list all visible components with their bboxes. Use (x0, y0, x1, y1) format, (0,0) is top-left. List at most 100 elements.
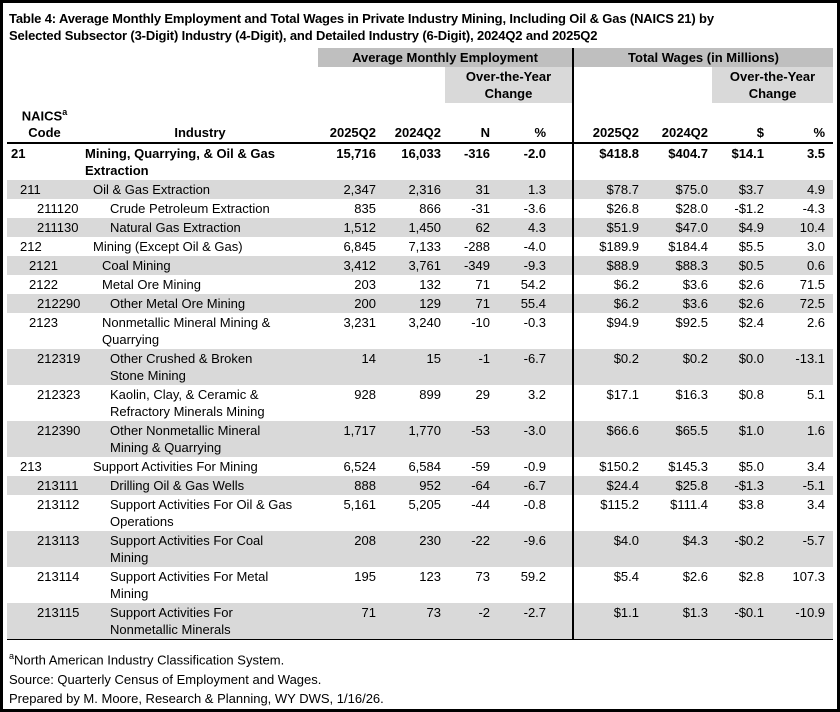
cell-wage-pct: 72.5 (768, 294, 834, 314)
cell-wage-2024q2: $3.6 (643, 294, 713, 314)
cell-wage-2024q2: $1.3 (643, 603, 713, 640)
cell-wage-pct: -5.7 (768, 531, 834, 568)
cell-wage-dollar: $0.5 (712, 256, 769, 276)
cell-wage-2024q2: $25.8 (643, 476, 713, 496)
cell-emp-n: -316 (463, 146, 490, 162)
cell-wage-pct: 0.6 (768, 256, 834, 276)
cell-wage-dollar: $2.6 (712, 294, 769, 314)
cell-emp-pct: -4.0 (523, 239, 547, 255)
table-row: 213 Support Activities For Mining 6,524 … (7, 457, 833, 477)
cell-wage-2024q2: $65.5 (643, 421, 713, 458)
cell-naics-code: 2122 (29, 277, 58, 293)
cell-wage-2025q2: $5.4 (572, 567, 644, 604)
cell-emp-2024q2: 952 (380, 476, 445, 496)
group-header-spacer (7, 48, 318, 67)
cell-emp-2025q2: 200 (318, 294, 380, 314)
cell-wage-2025q2: $26.8 (572, 199, 644, 219)
cell-emp-2024q2: 132 (419, 277, 441, 293)
cell-wage-pct: 3.0 (806, 239, 826, 255)
cell-wage-2025q2: $150.2 (572, 457, 644, 477)
cell-wage-pct: -10.9 (768, 603, 834, 640)
cell-wage-pct: 5.1 (806, 387, 826, 403)
column-header-wage-dollar: $ (712, 103, 769, 145)
cell-wage-pct: 3.5 (806, 146, 826, 162)
cell-naics-code: 211 (7, 180, 82, 200)
cell-emp-2025q2: 208 (318, 531, 380, 568)
cell-wage-2024q2: $28.0 (675, 201, 709, 217)
cell-industry: Kaolin, Clay, & Ceramic & Refractory Min… (110, 387, 265, 420)
cell-naics-code: 213 (20, 459, 42, 475)
cell-emp-pct: -2.7 (496, 603, 574, 640)
footnote-prepared: Prepared by M. Moore, Research & Plannin… (9, 690, 384, 706)
table-row: 211120 Crude Petroleum Extraction 835 86… (7, 199, 833, 219)
cell-emp-2025q2: 928 (354, 387, 376, 403)
cell-wage-2024q2: $92.5 (675, 315, 709, 331)
column-header-industry: Industry (82, 103, 318, 145)
cell-wage-2025q2: $0.2 (572, 349, 644, 386)
cell-emp-pct: -0.3 (523, 315, 547, 331)
cell-emp-2024q2: 129 (380, 294, 445, 314)
cell-industry: Coal Mining (82, 256, 318, 276)
cell-emp-n: -31 (471, 201, 490, 217)
cell-emp-n: -1 (445, 349, 496, 386)
employment-wages-table: Average Monthly Employment Total Wages (… (7, 48, 834, 640)
subheader-spacer (572, 67, 713, 103)
footnote-source: Source: Quarterly Census of Employment a… (9, 671, 322, 687)
cell-emp-pct: -9.6 (496, 531, 574, 568)
cell-wage-2025q2: $94.9 (572, 313, 644, 350)
cell-industry: Natural Gas Extraction (82, 218, 318, 238)
cell-emp-n: 71 (475, 277, 490, 293)
footnotes: aNorth American Industry Classification … (3, 640, 837, 707)
cell-wage-pct: 71.5 (799, 277, 826, 293)
cell-emp-2025q2: 3,412 (318, 256, 380, 276)
cell-wage-pct: 3.4 (806, 459, 826, 475)
cell-naics-code: 211130 (7, 218, 82, 238)
table-row: 213112 Support Activities For Oil & Gas … (7, 495, 833, 532)
cell-wage-2024q2: $16.3 (675, 387, 709, 403)
cell-wage-2025q2: $88.9 (572, 256, 644, 276)
cell-wage-dollar: $0.8 (738, 387, 765, 403)
cell-emp-n: -10 (471, 315, 490, 331)
cell-emp-2025q2: 5,161 (343, 497, 376, 513)
cell-wage-pct: 1.6 (768, 421, 834, 458)
cell-wage-pct: -4.3 (802, 201, 826, 217)
cell-emp-n: 73 (475, 569, 490, 585)
cell-emp-2024q2: 866 (419, 201, 441, 217)
cell-wage-2024q2: $3.6 (682, 277, 709, 293)
cell-emp-n: 29 (475, 387, 490, 403)
subheader-spacer (318, 67, 445, 103)
cell-naics-code: 212323 (37, 387, 81, 403)
column-header-emp-pct: % (496, 103, 574, 145)
table-row: 212323 Kaolin, Clay, & Ceramic & Refract… (7, 385, 833, 422)
cell-emp-n: 62 (445, 218, 496, 238)
table-header: Average Monthly Employment Total Wages (… (7, 48, 834, 145)
column-header-emp-2024q2: 2024Q2 (380, 103, 445, 145)
cell-industry: Support Activities For Oil & Gas Operati… (110, 497, 293, 530)
cell-wage-dollar: $3.7 (712, 180, 769, 200)
cell-emp-2024q2: 2,316 (380, 180, 445, 200)
cell-wage-2025q2: $115.2 (572, 495, 644, 532)
cell-emp-pct: -3.6 (523, 201, 547, 217)
cell-industry: Other Metal Ore Mining (82, 294, 318, 314)
cell-industry: Metal Ore Mining (102, 277, 201, 293)
cell-emp-2025q2: 6,524 (343, 459, 376, 475)
cell-wage-2024q2: $4.3 (643, 531, 713, 568)
table-title: Table 4: Average Monthly Employment and … (9, 11, 714, 43)
cell-emp-2025q2: 6,845 (343, 239, 376, 255)
table-row: 211130 Natural Gas Extraction 1,512 1,45… (7, 218, 834, 238)
cell-naics-code: 212 (20, 239, 42, 255)
cell-wage-pct: -13.1 (768, 349, 834, 386)
naics-footnote-marker: a (62, 107, 68, 117)
cell-wage-2025q2: $6.2 (572, 294, 644, 314)
cell-wage-2025q2: $78.7 (572, 180, 644, 200)
cell-industry: Other Crushed & Broken Stone Mining (82, 349, 318, 386)
cell-wage-dollar: -$0.2 (712, 531, 769, 568)
cell-wage-pct: 4.9 (768, 180, 834, 200)
cell-wage-pct: -5.1 (768, 476, 834, 496)
subheader-row: Over-the-Year Change Over-the-Year Chang… (7, 67, 834, 103)
table-row: 212 Mining (Except Oil & Gas) 6,845 7,13… (7, 237, 833, 257)
cell-industry: Support Activities For Nonmetallic Miner… (82, 603, 318, 640)
table-row: 211 Oil & Gas Extraction 2,347 2,316 31 … (7, 180, 834, 200)
subheader-spacer (7, 67, 318, 103)
cell-emp-n: -22 (445, 531, 496, 568)
